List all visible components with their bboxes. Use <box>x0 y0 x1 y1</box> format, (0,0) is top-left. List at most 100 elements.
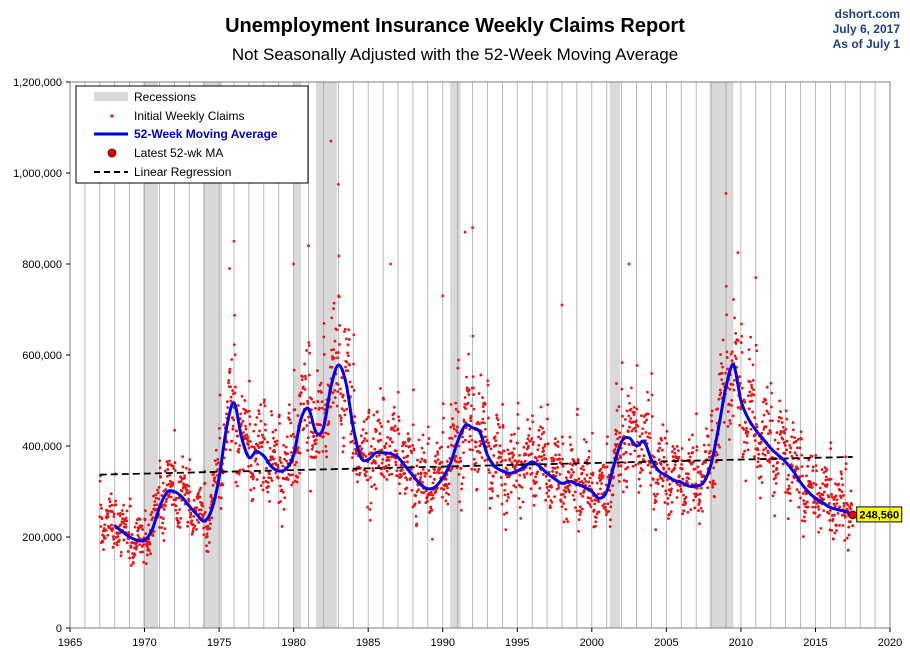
claims-point <box>276 466 280 470</box>
claims-point <box>365 439 369 443</box>
claims-point <box>299 402 303 406</box>
claims-point <box>624 467 628 471</box>
claims-point <box>571 493 575 497</box>
claims-point <box>699 486 703 490</box>
claims-point <box>764 446 768 450</box>
claims-point <box>377 464 381 468</box>
y-tick-label: 600,000 <box>22 350 62 362</box>
claims-point <box>173 469 177 473</box>
claims-point <box>277 476 280 480</box>
claims-point <box>314 406 317 410</box>
claims-point <box>572 471 575 474</box>
claims-point <box>580 507 584 511</box>
claims-point <box>188 490 192 494</box>
claims-point <box>537 443 541 447</box>
claims-point <box>566 520 570 523</box>
claims-point <box>498 444 502 448</box>
claims-point <box>397 432 401 436</box>
claims-point <box>178 526 182 529</box>
claims-point <box>797 505 801 509</box>
claims-point <box>446 486 450 490</box>
claims-point <box>560 303 564 307</box>
claims-point <box>168 479 172 483</box>
claims-point <box>360 447 364 451</box>
claims-point <box>340 407 344 411</box>
claims-point <box>234 385 237 389</box>
claims-point <box>440 460 444 464</box>
claims-point <box>189 515 192 519</box>
claims-point <box>738 375 741 379</box>
claims-point <box>633 411 636 414</box>
claims-point <box>829 447 833 451</box>
claims-point <box>795 465 798 469</box>
claims-point <box>149 552 152 556</box>
claims-point <box>267 476 271 480</box>
claims-point <box>789 499 792 503</box>
claims-point <box>541 426 544 430</box>
claims-point <box>165 497 169 501</box>
claims-point <box>258 471 262 475</box>
claims-point <box>355 473 359 476</box>
claims-point <box>526 418 529 422</box>
claims-point <box>369 476 372 479</box>
claims-point <box>611 493 615 497</box>
claims-point <box>385 469 389 473</box>
claims-point <box>719 353 722 356</box>
claims-point <box>419 476 423 479</box>
claims-point <box>800 465 804 469</box>
claims-point <box>453 434 457 438</box>
claims-point <box>621 414 624 418</box>
claims-point <box>728 419 732 422</box>
claims-point <box>801 474 804 478</box>
claims-point <box>499 455 503 459</box>
claims-point <box>362 439 365 443</box>
claims-point <box>531 440 535 444</box>
claims-point <box>605 442 609 446</box>
claims-point <box>114 503 118 507</box>
claims-point <box>794 439 798 443</box>
claims-point <box>362 452 366 456</box>
claims-point <box>382 475 386 479</box>
claims-point <box>840 490 844 494</box>
claims-point <box>303 362 306 366</box>
claims-point <box>503 482 507 486</box>
claims-point <box>642 458 645 461</box>
claims-point <box>724 284 728 288</box>
claims-point <box>657 458 661 462</box>
claims-point <box>320 400 324 404</box>
claims-point <box>728 387 732 391</box>
claims-point <box>396 427 400 431</box>
claims-point <box>773 514 777 518</box>
claims-point <box>539 405 543 409</box>
claims-point <box>100 517 104 520</box>
claims-point <box>539 437 543 441</box>
claims-point <box>378 432 382 435</box>
claims-point <box>138 543 142 547</box>
claims-point <box>118 514 122 518</box>
claims-point <box>393 429 396 433</box>
claims-point <box>160 505 164 509</box>
claims-point <box>263 437 267 441</box>
claims-point <box>445 484 449 487</box>
claims-point <box>369 501 373 505</box>
claims-point <box>569 475 573 479</box>
claims-point <box>743 449 747 453</box>
claims-point <box>540 455 544 459</box>
claims-point <box>289 451 293 454</box>
claims-point <box>374 461 378 465</box>
claims-point <box>248 415 252 418</box>
claims-point <box>372 413 376 417</box>
claims-point <box>564 490 568 494</box>
claims-point <box>158 459 162 463</box>
claims-point <box>156 491 160 495</box>
claims-point <box>629 386 633 390</box>
claims-point <box>256 434 260 438</box>
claims-point <box>554 474 558 478</box>
claims-point <box>815 502 819 505</box>
claims-point <box>162 507 166 511</box>
claims-point <box>718 388 722 392</box>
claims-point <box>791 421 795 424</box>
claims-point <box>108 500 112 504</box>
claims-point <box>379 438 383 442</box>
claims-point <box>578 513 582 516</box>
